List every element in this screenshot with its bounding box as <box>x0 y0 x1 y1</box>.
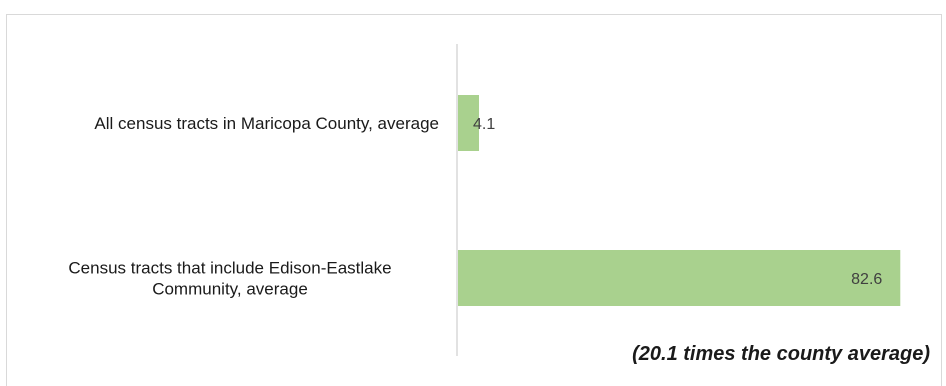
category-label-0-line-0: All census tracts in Maricopa County, av… <box>94 114 439 133</box>
category-label-1-line-1: Community, average <box>152 280 308 299</box>
bar-0 <box>458 95 480 151</box>
category-label-1-line-0: Census tracts that include Edison-Eastla… <box>68 259 391 278</box>
bar-1 <box>458 250 901 306</box>
chart-frame <box>6 14 942 386</box>
bars-layer: 4.1 All census tracts in Maricopa County,… <box>68 95 901 306</box>
value-label-1: 82.6 <box>851 271 882 288</box>
chart-annotation: (20.1 times the county average) <box>632 343 930 365</box>
value-label-0: 4.1 <box>473 116 495 133</box>
